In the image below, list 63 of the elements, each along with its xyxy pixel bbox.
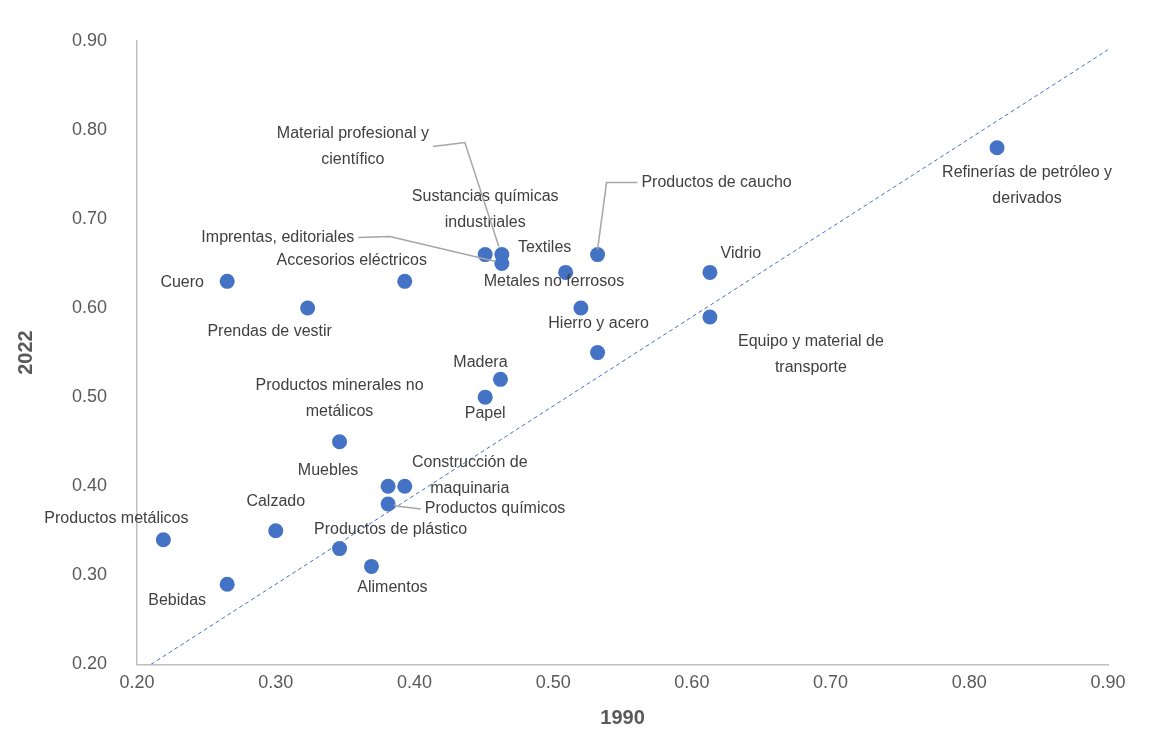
point — [332, 434, 348, 450]
annotation: Metales no ferrosos — [483, 272, 625, 290]
x-tick-label: 0.20 — [119, 672, 155, 693]
x-tick-label: 0.70 — [813, 672, 849, 693]
annotation: Alimentos — [357, 577, 428, 595]
annotation: Prendas de vestir — [207, 322, 333, 340]
annotation: Productos minerales no metálicos — [255, 376, 424, 420]
point — [155, 532, 171, 548]
x-tick-label: 0.60 — [674, 672, 710, 693]
point — [380, 478, 396, 494]
annotation: Imprentas, editoriales — [201, 227, 355, 245]
point — [573, 300, 589, 316]
x-tick-label: 0.80 — [951, 672, 987, 693]
point — [492, 371, 508, 387]
annotation: Sustancias químicas industriales — [411, 187, 559, 231]
point — [702, 264, 718, 280]
annotation: Vidrio — [720, 243, 762, 261]
annotation: Madera — [453, 352, 508, 370]
point — [219, 576, 235, 592]
annotation: Hierro y acero — [548, 314, 649, 332]
annotation: Bebidas — [148, 590, 207, 608]
y-tick-label: 0.20 — [71, 653, 108, 674]
point — [590, 345, 606, 361]
y-tick-label: 0.90 — [71, 29, 108, 50]
annotation: Papel — [464, 403, 506, 421]
point — [332, 541, 348, 557]
y-axis-title: 2022 — [13, 330, 36, 375]
point — [363, 558, 379, 574]
x-tick-label: 0.30 — [258, 672, 294, 693]
annotation: Productos de plástico — [314, 519, 468, 537]
annotation: Construcción de maquinaria — [411, 452, 528, 496]
annotation: Cuero — [160, 272, 205, 290]
annotation: Muebles — [297, 460, 359, 478]
annotation: Productos de caucho — [641, 173, 792, 191]
point — [494, 256, 510, 272]
point — [397, 478, 413, 494]
point — [590, 247, 606, 263]
annotation: Refinerías de petróleo y derivados — [942, 163, 1112, 207]
point — [989, 140, 1005, 156]
y-tick-label: 0.70 — [71, 207, 108, 228]
point — [219, 273, 235, 289]
x-tick-label: 0.50 — [535, 672, 571, 693]
y-tick-label: 0.50 — [71, 386, 108, 407]
annotation: Equipo y material de transporte — [737, 332, 884, 376]
y-tick-label: 0.60 — [71, 297, 108, 318]
point — [702, 309, 718, 325]
annotation: Textiles — [517, 237, 572, 255]
y-tick-label: 0.40 — [71, 475, 108, 496]
point — [477, 389, 493, 405]
annotation: Productos metálicos — [44, 509, 189, 527]
y-tick-label: 0.30 — [71, 564, 108, 585]
y-tick-label: 0.80 — [71, 118, 108, 139]
annotation: Material profesional y científico — [276, 124, 429, 168]
annotation: Productos químicos — [424, 499, 566, 517]
point — [380, 496, 396, 512]
x-tick-label: 0.40 — [396, 672, 432, 693]
point — [300, 300, 316, 316]
annotation: Calzado — [246, 492, 306, 510]
annotation: Accesorios eléctricos — [276, 250, 427, 268]
point — [268, 523, 284, 539]
x-axis-title: 1990 — [600, 705, 645, 728]
point — [397, 273, 413, 289]
x-tick-label: 0.90 — [1090, 672, 1126, 693]
